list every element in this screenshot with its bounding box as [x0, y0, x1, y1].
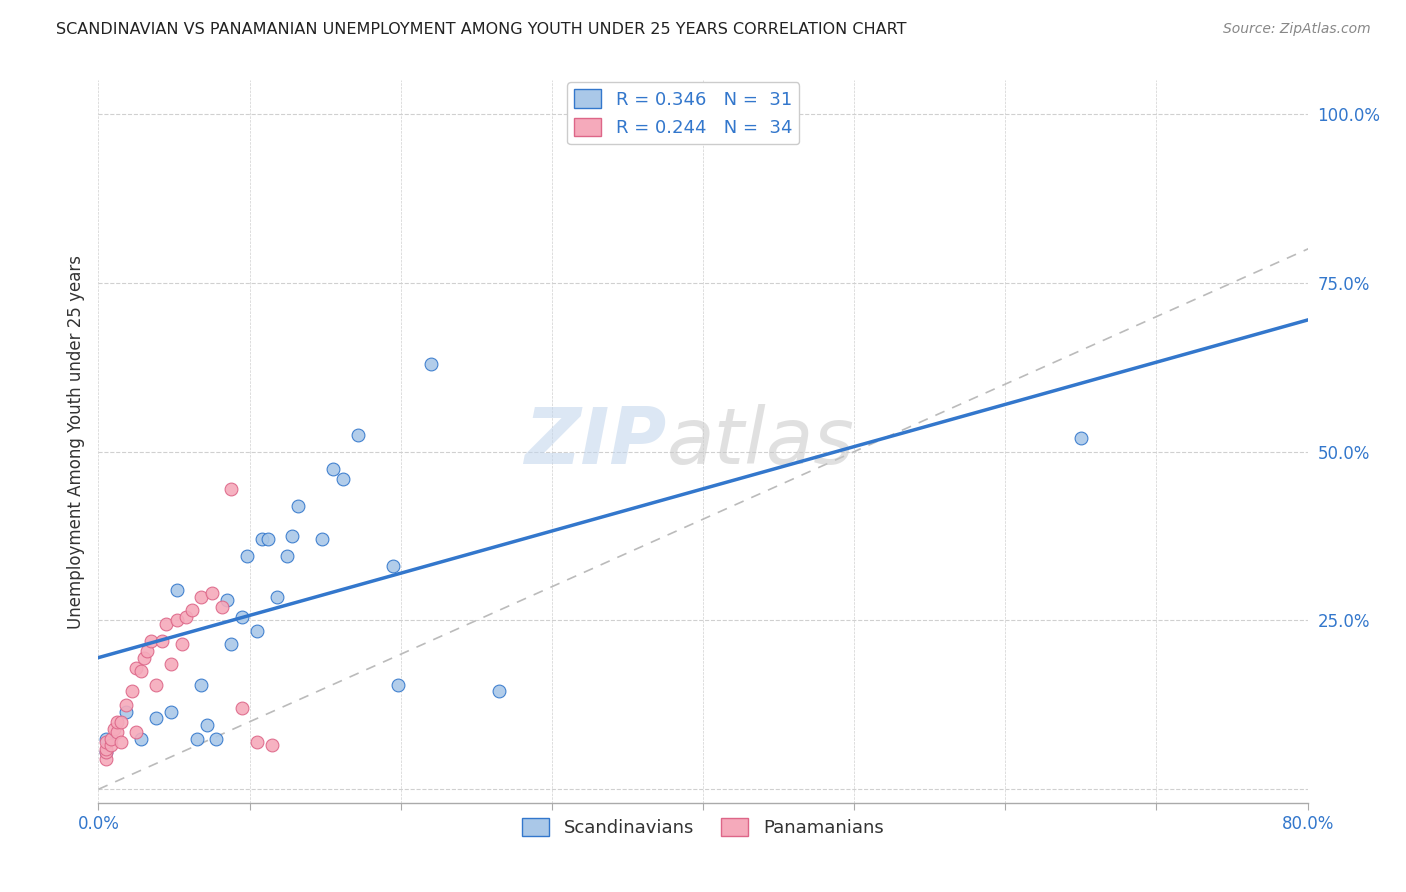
Y-axis label: Unemployment Among Youth under 25 years: Unemployment Among Youth under 25 years: [66, 254, 84, 629]
Point: [94, 752, 117, 766]
Point: [141, 633, 163, 648]
Point: [100, 731, 122, 746]
Point: [166, 583, 188, 598]
Point: [100, 739, 122, 753]
Point: [221, 482, 243, 496]
Point: [231, 610, 253, 624]
Point: [250, 533, 273, 547]
Point: [155, 616, 177, 631]
Point: [145, 711, 167, 725]
Point: [347, 427, 370, 442]
Legend: Scandinavians, Panamanians: Scandinavians, Panamanians: [515, 811, 891, 845]
Point: [201, 586, 224, 600]
Point: [174, 610, 197, 624]
Point: [287, 499, 309, 513]
Point: [387, 678, 409, 692]
Point: [1070, 431, 1092, 445]
Point: [166, 614, 188, 628]
Point: [94, 741, 117, 756]
Point: [170, 637, 193, 651]
Point: [332, 472, 354, 486]
Point: [129, 664, 152, 678]
Text: Source: ZipAtlas.com: Source: ZipAtlas.com: [1223, 22, 1371, 37]
Point: [94, 735, 117, 749]
Point: [150, 633, 173, 648]
Point: [94, 745, 117, 759]
Point: [235, 549, 257, 564]
Point: [281, 529, 304, 543]
Point: [114, 698, 136, 712]
Point: [215, 593, 238, 607]
Point: [94, 731, 117, 746]
Point: [311, 533, 333, 547]
Point: [190, 678, 212, 692]
Point: [132, 650, 155, 665]
Point: [110, 735, 132, 749]
Point: [382, 559, 405, 574]
Point: [186, 731, 208, 746]
Point: [205, 731, 228, 746]
Point: [211, 599, 233, 614]
Text: ZIP: ZIP: [524, 403, 666, 480]
Point: [181, 603, 204, 617]
Point: [246, 735, 269, 749]
Point: [322, 461, 344, 475]
Point: [221, 637, 243, 651]
Point: [190, 590, 212, 604]
Text: atlas: atlas: [666, 403, 855, 480]
Point: [103, 722, 125, 736]
Text: SCANDINAVIAN VS PANAMANIAN UNEMPLOYMENT AMONG YOUTH UNDER 25 YEARS CORRELATION C: SCANDINAVIAN VS PANAMANIAN UNEMPLOYMENT …: [56, 22, 907, 37]
Point: [266, 590, 288, 604]
Point: [231, 701, 253, 715]
Point: [160, 657, 183, 672]
Point: [125, 725, 148, 739]
Point: [420, 357, 443, 371]
Point: [160, 705, 183, 719]
Point: [94, 745, 117, 759]
Point: [135, 644, 157, 658]
Point: [145, 678, 167, 692]
Point: [110, 714, 132, 729]
Point: [195, 718, 218, 732]
Point: [488, 684, 510, 698]
Point: [105, 725, 128, 739]
Point: [276, 549, 298, 564]
Point: [256, 533, 278, 547]
Point: [114, 705, 136, 719]
Point: [129, 731, 152, 746]
Point: [105, 714, 128, 729]
Point: [121, 684, 143, 698]
Point: [246, 624, 269, 638]
Point: [125, 661, 148, 675]
Point: [262, 739, 284, 753]
